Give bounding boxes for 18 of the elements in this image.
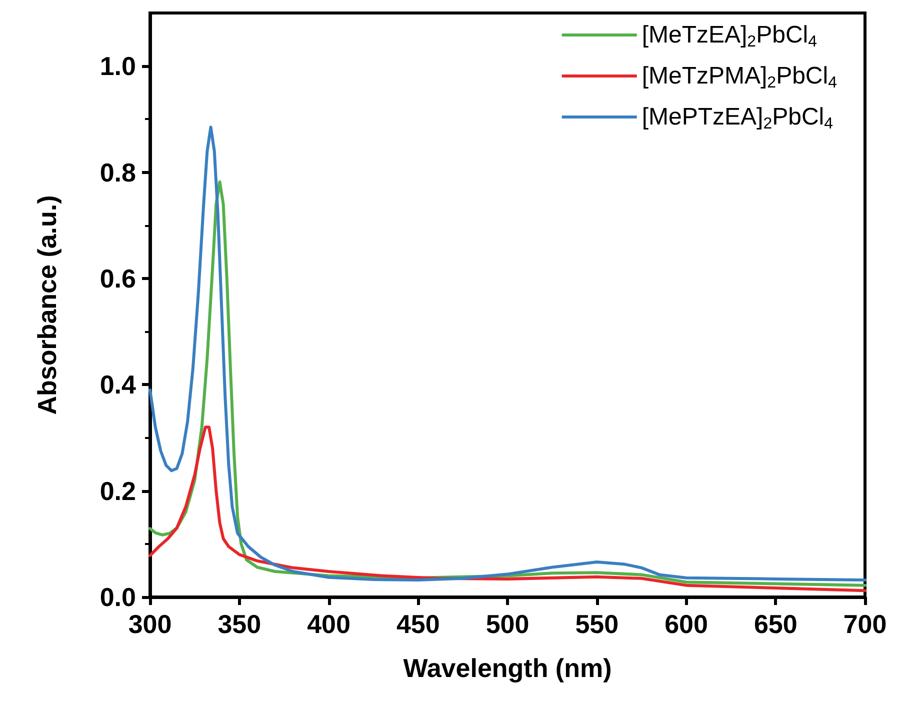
y-tick-label: 0.0 <box>100 582 136 612</box>
line-series <box>148 426 866 592</box>
x-tick-label: 650 <box>754 609 798 639</box>
x-tick-label: 500 <box>486 609 530 639</box>
x-tick-label: 300 <box>128 609 172 639</box>
x-tick-label: 350 <box>218 609 262 639</box>
y-tick-label: 0.4 <box>100 370 137 400</box>
y-tick-label: 0.6 <box>100 263 136 294</box>
x-tick-label: 550 <box>575 609 619 639</box>
x-tick-label: 400 <box>307 609 350 639</box>
y-tick-label: 0.8 <box>100 157 136 188</box>
y-tick-label: 0.2 <box>100 476 136 506</box>
x-tick-label: 600 <box>664 609 708 639</box>
y-axis-title: Absorbance (a.u.) <box>32 195 62 415</box>
y-tick-label: 1.0 <box>100 51 136 82</box>
x-axis-title: Wavelength (nm) <box>403 653 612 683</box>
x-tick-label: 450 <box>396 609 440 639</box>
x-tick-label: 700 <box>843 609 887 639</box>
